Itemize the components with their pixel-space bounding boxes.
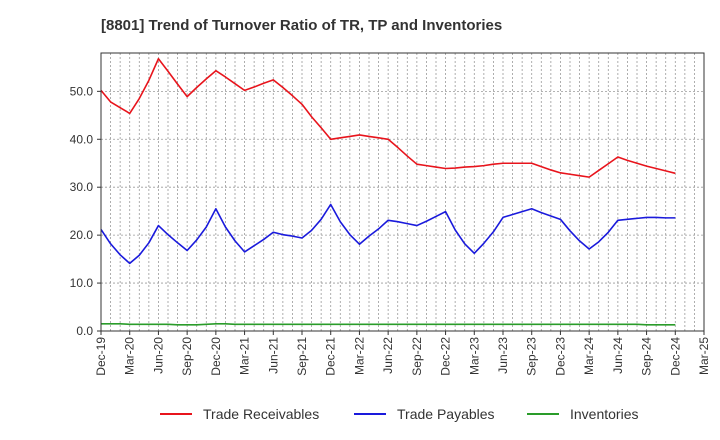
x-tick-label: Mar-21	[238, 337, 252, 375]
series-layer	[100, 57, 676, 326]
legend: Trade Receivables Trade Payables Inventori…	[160, 406, 638, 422]
legend-label: Inventories	[570, 406, 638, 422]
x-tick-label: Mar-20	[123, 337, 137, 375]
y-axis-ticks: 0.0 10.0 20.0 30.0 40.0 50.0	[70, 84, 101, 338]
x-tick-label: Dec-22	[439, 337, 453, 376]
x-tick-label: Sep-23	[525, 337, 539, 376]
x-tick-label: Jun-23	[496, 337, 510, 374]
x-tick-label: Mar-22	[352, 337, 366, 375]
x-tick-label: Dec-23	[553, 337, 567, 376]
x-tick-label: Dec-24	[668, 337, 682, 376]
plot-frame	[100, 52, 705, 332]
x-tick-label: Dec-21	[324, 337, 338, 376]
x-tick-label: Sep-22	[410, 337, 424, 376]
x-tick-label: Jun-24	[611, 337, 625, 374]
x-tick-label: Jun-21	[266, 337, 280, 374]
y-tick-label: 50.0	[70, 84, 94, 98]
legend-label: Trade Payables	[397, 406, 495, 422]
x-tick-label: Jun-20	[151, 337, 165, 374]
chart-title: [8801] Trend of Turnover Ratio of TR, TP…	[101, 17, 502, 34]
y-tick-label: 40.0	[70, 132, 94, 146]
x-tick-label: Mar-24	[582, 337, 596, 375]
y-tick-label: 20.0	[70, 228, 94, 242]
y-tick-label: 0.0	[76, 324, 93, 338]
x-tick-label: Sep-24	[640, 337, 654, 376]
grid	[101, 53, 704, 332]
x-tick-label: Dec-20	[209, 337, 223, 376]
x-tick-label: Mar-23	[467, 337, 481, 375]
x-tick-label: Jun-22	[381, 337, 395, 374]
x-axis-ticks: Dec-19 Mar-20 Jun-20 Sep-20 Dec-20 Mar-21 Jun-…	[94, 331, 711, 376]
y-tick-label: 10.0	[70, 276, 94, 290]
legend-label: Trade Receivables	[203, 406, 319, 422]
x-tick-label: Mar-25	[697, 337, 711, 375]
x-tick-label: Dec-19	[94, 337, 108, 376]
x-tick-label: Sep-20	[180, 337, 194, 376]
y-tick-label: 30.0	[70, 180, 94, 194]
x-tick-label: Sep-21	[295, 337, 309, 376]
